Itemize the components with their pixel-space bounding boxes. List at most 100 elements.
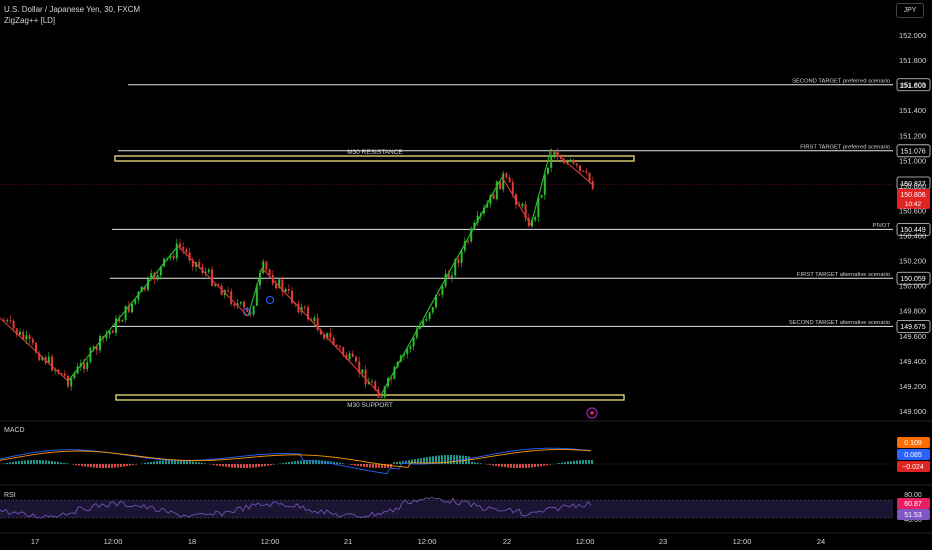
macd-histogram-bar	[189, 461, 191, 464]
candle-body	[284, 288, 287, 292]
candle-body	[364, 369, 367, 385]
candle-body	[70, 378, 73, 387]
macd-histogram-bar	[531, 464, 533, 468]
macd-histogram-bar	[540, 464, 542, 467]
candle-body	[499, 181, 501, 190]
candle-body	[451, 275, 453, 278]
candle-body	[76, 366, 79, 374]
macd-histogram-bar	[336, 462, 338, 464]
level-label: SECOND TARGET preferred scenario	[792, 78, 890, 84]
price-axis-label: 151.800	[899, 56, 926, 65]
candle-body	[377, 389, 380, 398]
candle-body	[524, 203, 527, 219]
macd-histogram-bar	[585, 460, 587, 464]
macd-histogram-bar	[504, 464, 506, 468]
price-axis-label: 149.000	[899, 407, 926, 416]
signal-marker[interactable]	[266, 296, 274, 304]
candle-body	[550, 154, 553, 168]
candle-body	[217, 284, 220, 286]
macd-histogram-bar	[144, 462, 146, 464]
macd-value-text: −0.024	[902, 464, 924, 471]
candle-body	[476, 215, 479, 223]
candle-body	[191, 260, 194, 267]
macd-histogram-bar	[132, 464, 134, 466]
macd-histogram-bar	[402, 461, 404, 464]
macd-histogram-bar	[411, 459, 413, 464]
candle-body	[83, 363, 85, 370]
macd-histogram-bar	[513, 464, 515, 468]
replay-icon[interactable]	[586, 407, 598, 419]
price-axis-label: 150.800	[899, 181, 926, 190]
macd-histogram-bar	[435, 455, 437, 464]
candle-body	[435, 294, 437, 308]
candle-body	[553, 151, 556, 155]
candle-body	[467, 241, 469, 243]
macd-histogram-bar	[570, 461, 572, 464]
candle-body	[460, 250, 463, 264]
support-zone[interactable]	[115, 394, 625, 401]
candle-body	[291, 290, 293, 304]
macd-histogram-bar	[135, 464, 137, 465]
macd-signal-line	[0, 449, 592, 468]
candle-body	[28, 335, 31, 340]
macd-value-text: 0.109	[904, 440, 922, 447]
candle-body	[179, 243, 181, 247]
macd-histogram-bar	[333, 461, 335, 464]
rsi-value-text: 60.87	[904, 501, 922, 508]
candle-body	[582, 170, 585, 172]
macd-histogram-bar	[177, 460, 179, 464]
price-axis-label: 151.200	[899, 131, 926, 140]
macd-line	[0, 447, 592, 475]
macd-histogram-bar	[234, 464, 236, 468]
macd-histogram-bar	[51, 461, 53, 464]
macd-histogram-bar	[546, 464, 548, 466]
currency-button[interactable]: JPY	[896, 3, 924, 18]
level-label: FIRST TARGET alternative scenario	[797, 272, 890, 278]
macd-histogram-bar	[438, 455, 440, 464]
macd-title: MACD	[4, 427, 25, 434]
candle-body	[563, 159, 565, 164]
candle-body	[393, 366, 396, 379]
zigzag-segment	[67, 245, 179, 382]
macd-histogram-bar	[573, 460, 575, 464]
macd-histogram-bar	[198, 462, 200, 464]
zigzag-segment	[380, 176, 503, 396]
macd-histogram-bar	[429, 456, 431, 464]
macd-histogram-bar	[444, 455, 446, 464]
macd-histogram-bar	[534, 464, 536, 468]
macd-histogram-bar	[357, 464, 359, 466]
macd-histogram-bar	[489, 464, 491, 465]
candle-body	[351, 353, 354, 357]
level-label: FIRST TARGET preferred scenario	[800, 144, 890, 150]
candle-body	[588, 172, 591, 182]
candle-body	[275, 283, 277, 289]
time-axis-label: 17	[31, 537, 39, 546]
macd-histogram-bar	[375, 464, 377, 468]
macd-histogram-bar	[147, 462, 149, 464]
candle-body	[159, 266, 162, 276]
macd-histogram-bar	[36, 460, 38, 464]
macd-histogram-bar	[588, 460, 590, 464]
candle-body	[60, 373, 63, 375]
candle-body	[25, 335, 28, 340]
macd-histogram-bar	[354, 464, 356, 466]
candle-body	[89, 348, 92, 363]
rsi-level-label: 80.00	[904, 492, 922, 499]
candle-body	[172, 255, 175, 259]
resistance-zone[interactable]	[114, 155, 635, 162]
macd-histogram-bar	[414, 459, 416, 464]
candle-body	[214, 284, 217, 286]
candle-body	[54, 369, 57, 371]
candle-body	[537, 197, 540, 217]
macd-histogram-bar	[12, 461, 14, 464]
macd-histogram-bar	[363, 464, 365, 467]
macd-histogram-bar	[480, 463, 482, 464]
candle-body	[156, 275, 159, 280]
macd-histogram-bar	[549, 464, 551, 465]
candle-body	[99, 336, 101, 351]
candle-body	[425, 318, 428, 321]
time-axis-label: 12:00	[733, 537, 752, 546]
candle-body	[147, 278, 149, 290]
candle-body	[361, 369, 364, 374]
